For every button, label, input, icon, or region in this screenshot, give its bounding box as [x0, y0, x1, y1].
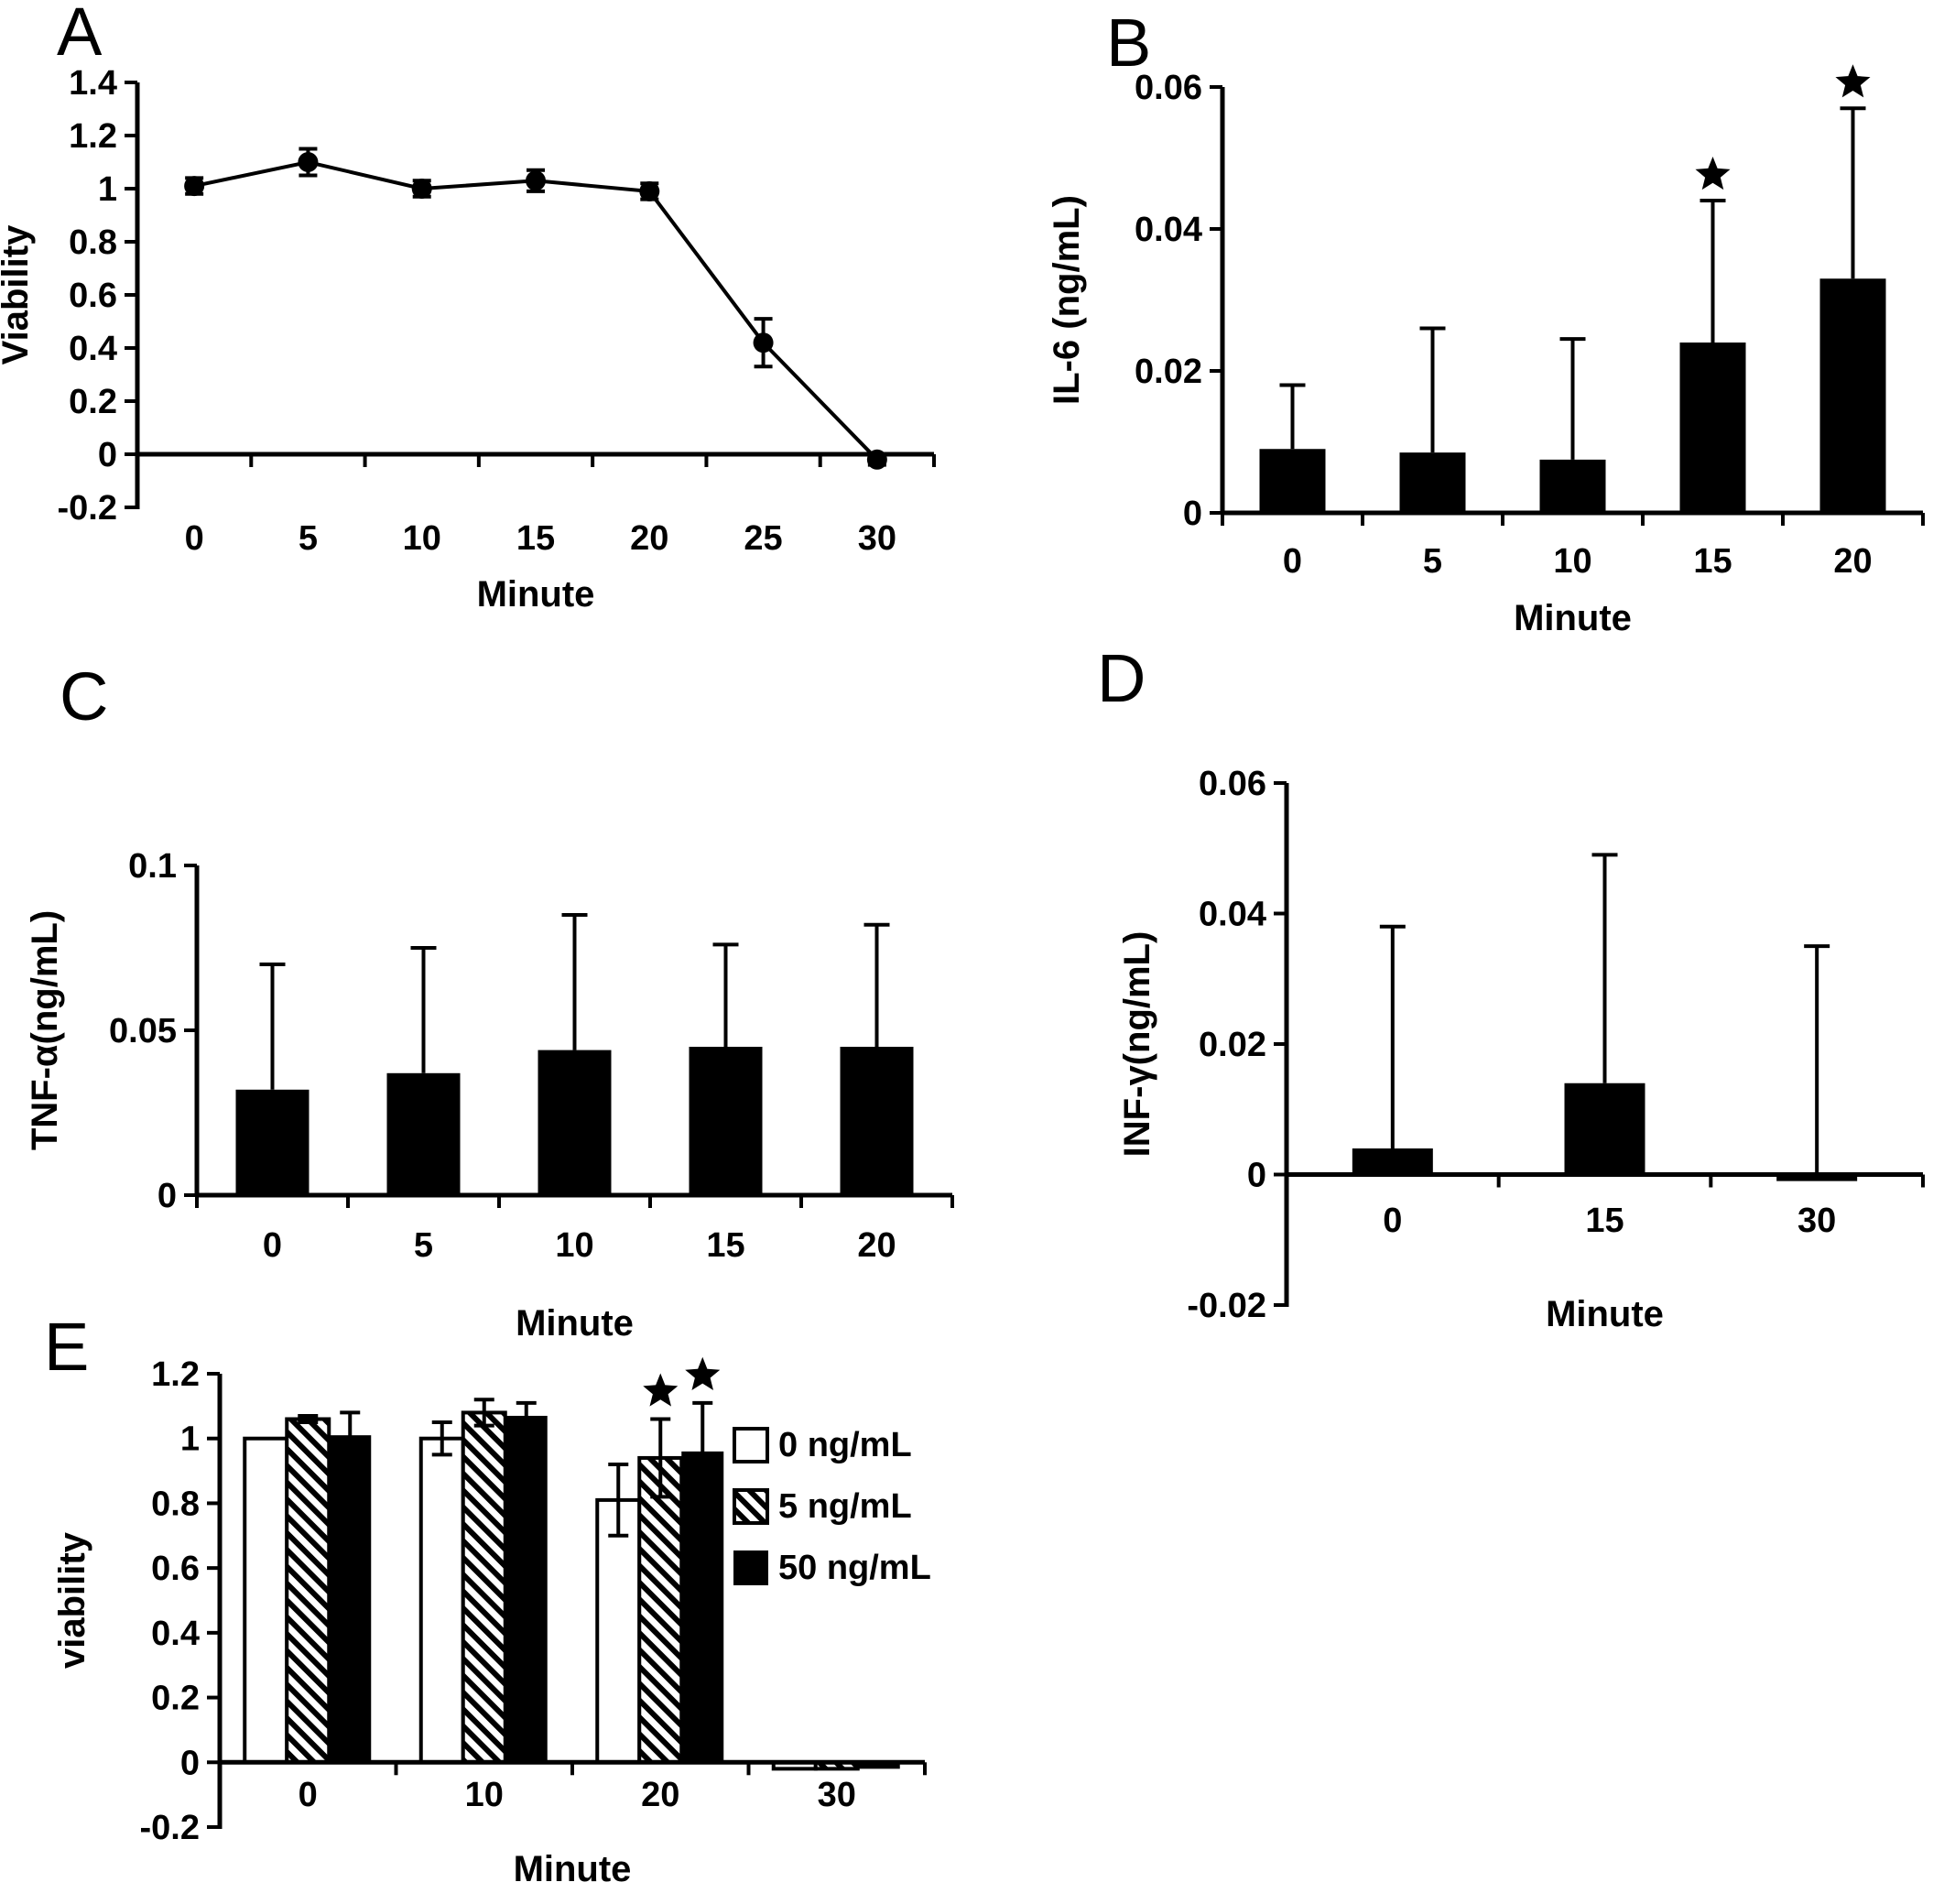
svg-text:Viability: Viability: [0, 224, 36, 364]
svg-text:0.2: 0.2: [151, 1680, 200, 1718]
svg-text:0.6: 0.6: [69, 277, 117, 315]
svg-text:-0.2: -0.2: [58, 489, 117, 528]
svg-text:0.8: 0.8: [69, 223, 117, 262]
svg-text:0.2: 0.2: [69, 383, 117, 421]
svg-text:0: 0: [1383, 1202, 1402, 1240]
svg-text:0.02: 0.02: [1135, 353, 1202, 391]
svg-text:-0.02: -0.02: [1187, 1287, 1266, 1325]
svg-text:0.1: 0.1: [128, 847, 177, 886]
svg-text:0.06: 0.06: [1199, 765, 1266, 803]
svg-text:Minute: Minute: [1546, 1294, 1664, 1334]
panel-b-letter: B: [1106, 5, 1152, 81]
svg-text:0 ng/mL: 0 ng/mL: [778, 1426, 912, 1464]
svg-text:Minute: Minute: [514, 1849, 632, 1889]
svg-text:INF-γ(ng/mL): INF-γ(ng/mL): [1117, 931, 1157, 1158]
svg-text:30: 30: [1797, 1202, 1836, 1240]
svg-text:50 ng/mL: 50 ng/mL: [778, 1549, 931, 1587]
panel-a-letter: A: [57, 0, 103, 70]
svg-text:20: 20: [630, 519, 668, 558]
svg-text:0.4: 0.4: [151, 1615, 200, 1653]
panel-e-grouped-bar-chart: 0 ng/mL 5 ng/mL 50 ng/mL -0.2 0 0.2 0.4 0.6 0.8 1…: [52, 1355, 931, 1889]
svg-text:1.2: 1.2: [69, 117, 117, 156]
svg-text:15: 15: [706, 1226, 744, 1265]
svg-text:0.6: 0.6: [151, 1550, 200, 1588]
svg-text:1.4: 1.4: [69, 64, 117, 103]
svg-text:0.02: 0.02: [1199, 1026, 1266, 1064]
svg-text:0.4: 0.4: [69, 330, 117, 368]
panel-b-bar-chart: 0 0.02 0.04 0.06 0 5 10 15 20 Minute IL-6 (ng/mL): [1047, 64, 1925, 638]
svg-text:viability: viability: [52, 1531, 92, 1669]
svg-text:0.06: 0.06: [1135, 69, 1202, 107]
svg-text:IL-6 (ng/mL): IL-6 (ng/mL): [1047, 195, 1087, 405]
svg-text:0: 0: [98, 436, 117, 474]
svg-text:Minute: Minute: [1514, 598, 1632, 638]
svg-text:15: 15: [1693, 542, 1732, 581]
svg-text:0: 0: [1247, 1157, 1266, 1195]
svg-text:10: 10: [465, 1776, 504, 1814]
svg-text:0.8: 0.8: [151, 1485, 200, 1523]
svg-text:5: 5: [414, 1226, 433, 1265]
svg-text:0: 0: [185, 519, 204, 558]
panel-d-letter: D: [1097, 640, 1146, 716]
svg-text:Minute: Minute: [477, 574, 595, 615]
svg-text:-0.2: -0.2: [140, 1809, 200, 1847]
panel-c-bar-chart: 0 0.05 0.1 0 5 10 15 20 Minute TNF-α(ng/mL): [25, 847, 954, 1344]
svg-text:10: 10: [1553, 542, 1591, 581]
panel-e: E 0 ng/mL 5 ng/mL 50 ng/mL -0.2 0 0.2 0.4 0.6 0.…: [0, 1300, 1007, 1904]
svg-text:5: 5: [299, 519, 318, 558]
svg-text:0: 0: [157, 1177, 177, 1215]
svg-text:0.05: 0.05: [109, 1012, 177, 1050]
panel-d: D -0.02 0 0.02 0.04 0.06 0 15 30 Minute INF-γ(ng/…: [971, 641, 1944, 1355]
svg-text:1: 1: [180, 1420, 200, 1459]
panel-b: B 0 0.02 0.04 0.06 0 5 10 15 20 Minute IL-6 (ng/mL…: [971, 0, 1944, 641]
panel-c: C 0 0.05 0.1 0 5 10 15 20 Minute TNF-α(ng/mL): [0, 641, 971, 1355]
panel-e-letter: E: [44, 1309, 90, 1385]
svg-text:1.2: 1.2: [151, 1355, 200, 1394]
svg-text:10: 10: [555, 1226, 593, 1265]
svg-text:TNF-α(ng/mL): TNF-α(ng/mL): [25, 910, 65, 1150]
panel-a-line-chart: -0.2 0 0.2 0.4 0.6 0.8 1 1.2 1.4 0 5 10 15 20 25 30 Minu…: [0, 64, 936, 615]
svg-text:0: 0: [299, 1776, 318, 1814]
svg-text:15: 15: [516, 519, 555, 558]
svg-text:0: 0: [1283, 542, 1302, 581]
svg-text:Minute: Minute: [516, 1303, 634, 1344]
svg-text:1: 1: [98, 170, 117, 209]
svg-text:0: 0: [1183, 495, 1202, 533]
svg-text:0.04: 0.04: [1135, 211, 1202, 249]
svg-text:0: 0: [180, 1744, 200, 1782]
svg-text:20: 20: [857, 1226, 896, 1265]
svg-text:5: 5: [1423, 542, 1442, 581]
svg-text:30: 30: [858, 519, 896, 558]
svg-text:20: 20: [641, 1776, 679, 1814]
panel-c-letter: C: [60, 658, 109, 734]
svg-text:10: 10: [403, 519, 441, 558]
svg-text:0: 0: [263, 1226, 282, 1265]
svg-text:5 ng/mL: 5 ng/mL: [778, 1487, 912, 1526]
panel-d-bar-chart: -0.02 0 0.02 0.04 0.06 0 15 30 Minute INF-γ(ng/mL…: [1117, 765, 1925, 1334]
svg-text:15: 15: [1585, 1202, 1624, 1240]
panel-a: A -0.2 0 0.2 0.4 0.6 0.8 1 1.2 1.4 0 5 10 15 20 25 30 Mi…: [0, 0, 971, 641]
svg-text:25: 25: [744, 519, 782, 558]
svg-text:20: 20: [1833, 542, 1872, 581]
svg-text:30: 30: [818, 1776, 856, 1814]
svg-text:0.04: 0.04: [1199, 896, 1266, 934]
